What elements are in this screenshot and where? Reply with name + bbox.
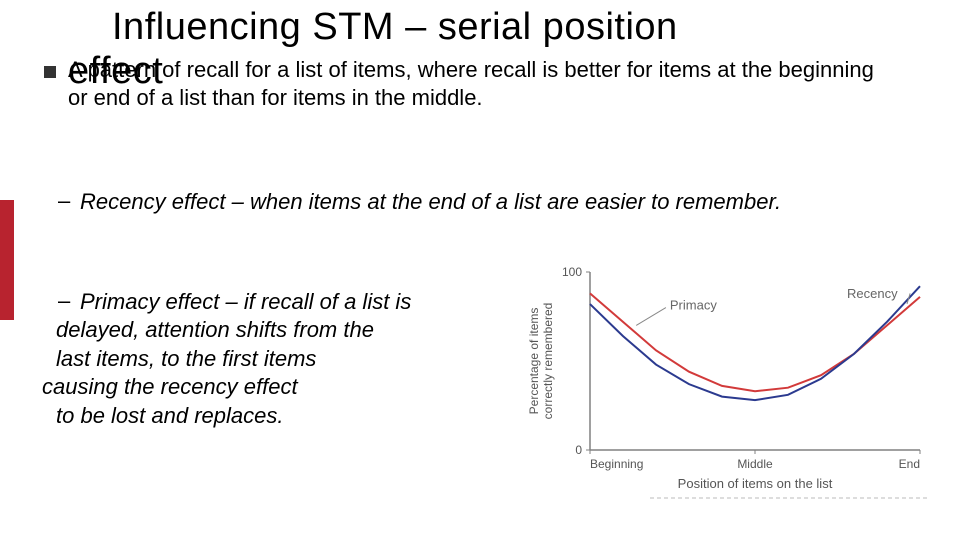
primacy-text-line1: Primacy effect – if recall of a list is bbox=[80, 288, 510, 317]
serial-position-chart: 0 100 Beginning Middle End Percentage of item… bbox=[520, 260, 940, 510]
chart-svg: 0 100 Beginning Middle End Percentage of item… bbox=[520, 260, 940, 510]
accent-bar bbox=[0, 200, 14, 320]
primacy-line-c: last items, to the first items bbox=[56, 345, 486, 374]
recency-text: Recency effect – when items at the end o… bbox=[80, 188, 880, 216]
primacy-line-e: to be lost and replaces. bbox=[56, 402, 486, 431]
svg-text:Percentage of items: Percentage of items bbox=[527, 308, 541, 415]
svg-text:End: End bbox=[899, 457, 920, 471]
svg-text:Recency: Recency bbox=[847, 286, 898, 301]
bullet-square-icon bbox=[44, 66, 56, 78]
primacy-dash: – bbox=[58, 288, 70, 314]
svg-text:Middle: Middle bbox=[737, 457, 773, 471]
svg-text:Beginning: Beginning bbox=[590, 457, 643, 471]
primacy-line-b: delayed, attention shifts from the bbox=[56, 316, 486, 345]
slide: Influencing STM – serial position effect… bbox=[0, 0, 960, 540]
recency-dash: – bbox=[58, 188, 70, 214]
svg-text:0: 0 bbox=[575, 443, 582, 457]
slide-title-line1: Influencing STM – serial position bbox=[112, 6, 678, 49]
main-definition-span: A pattern of recall for a list of items,… bbox=[68, 57, 874, 110]
svg-text:Primacy: Primacy bbox=[670, 298, 717, 313]
primacy-line-d: causing the recency effect bbox=[42, 373, 486, 402]
svg-text:correctly remembered: correctly remembered bbox=[541, 303, 555, 420]
primacy-text-cont: delayed, attention shifts from the last … bbox=[56, 316, 486, 430]
svg-text:Position of items on the list: Position of items on the list bbox=[678, 476, 833, 491]
main-definition-text: A pattern of recall for a list of items,… bbox=[68, 56, 898, 111]
svg-text:100: 100 bbox=[562, 265, 582, 279]
